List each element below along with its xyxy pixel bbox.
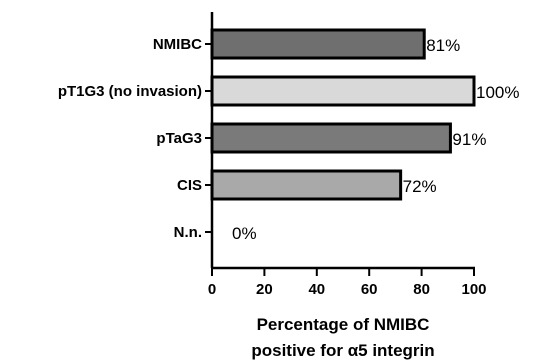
- x-tick-label: 0: [208, 281, 216, 298]
- data-label: 91%: [452, 130, 486, 149]
- category-label: CIS: [177, 177, 202, 194]
- bar-pt1g3-no-invasion: [210, 75, 476, 107]
- bars-layer: [210, 28, 476, 201]
- x-tick-label: 100: [461, 281, 486, 298]
- category-label: N.n.: [174, 224, 202, 241]
- x-axis-title-line-1: Percentage of NMIBC: [257, 315, 430, 334]
- data-label: 100%: [476, 83, 519, 102]
- bar-nmibc: [210, 28, 426, 60]
- bar-ptag3: [210, 122, 452, 154]
- x-tick-label: 60: [361, 281, 378, 298]
- ticks-layer: NMIBC 81% pT1G3 (no invasion) 100% pTaG3 91% C…: [58, 36, 520, 298]
- category-label: pT1G3 (no invasion): [58, 83, 202, 100]
- x-tick-label: 80: [413, 281, 430, 298]
- category-label: NMIBC: [153, 36, 202, 53]
- x-tick-label: 40: [308, 281, 325, 298]
- data-label: 72%: [403, 177, 437, 196]
- data-label: 0%: [232, 224, 257, 243]
- bar-cis: [210, 169, 403, 201]
- x-axis-title-line-2: positive for α5 integrin: [251, 341, 434, 360]
- x-tick-label: 20: [256, 281, 273, 298]
- category-label: pTaG3: [156, 130, 202, 147]
- data-label: 81%: [426, 36, 460, 55]
